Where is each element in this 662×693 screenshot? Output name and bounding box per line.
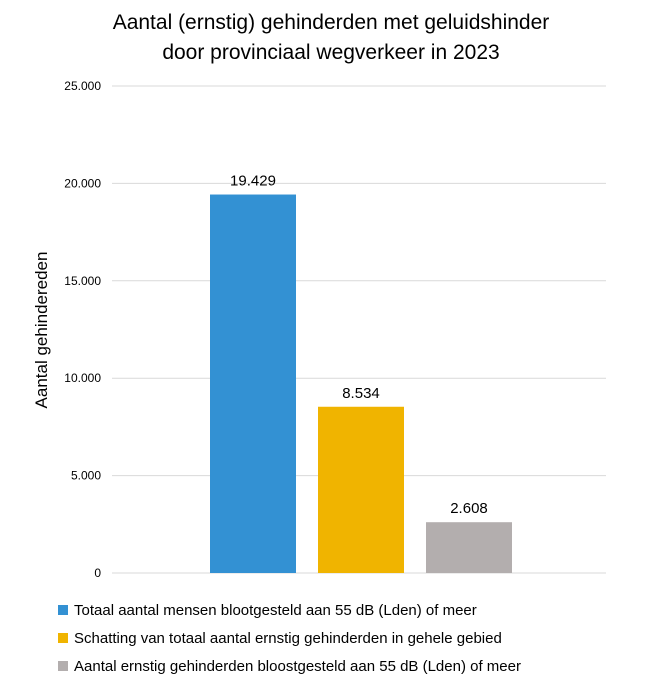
chart-title-line-2: door provinciaal wegverkeer in 2023 [162, 41, 500, 64]
legend-swatch [58, 605, 68, 615]
y-tick-label: 10.000 [64, 371, 101, 385]
y-axis-label: Aantal gehindereden [32, 252, 51, 409]
bar-value-label: 8.534 [342, 385, 380, 402]
bar-2 [318, 406, 404, 573]
chart-title-line-1: Aantal (ernstig) gehinderden met geluids… [112, 11, 550, 34]
y-tick-label: 5.000 [71, 469, 101, 483]
legend-label: Totaal aantal mensen blootgesteld aan 55… [74, 601, 477, 619]
legend-item: Totaal aantal mensen blootgesteld aan 55… [58, 596, 521, 624]
bar-1 [210, 194, 296, 574]
chart-title: Aantal (ernstig) gehinderden met geluids… [0, 8, 662, 68]
legend-label: Schatting van totaal aantal ernstig gehi… [74, 629, 502, 647]
y-tick-label: 25.000 [64, 79, 101, 93]
bar-chart: 0 5.000 10.000 15.000 20.000 25.000 Aantal ge… [32, 79, 606, 580]
y-tick-label: 15.000 [64, 274, 101, 288]
legend-item: Schatting van totaal aantal ernstig gehi… [58, 624, 521, 652]
y-tick-label: 0 [94, 566, 101, 580]
y-tick-label: 20.000 [64, 176, 101, 190]
legend-swatch [58, 661, 68, 671]
legend-item: Aantal ernstig gehinderden bloostgesteld… [58, 652, 521, 680]
legend-swatch [58, 633, 68, 643]
bars [210, 194, 512, 574]
bar-3 [426, 522, 512, 573]
legend-label: Aantal ernstig gehinderden bloostgesteld… [74, 657, 521, 675]
bar-value-label: 2.608 [450, 500, 488, 517]
bar-value-label: 19.429 [230, 173, 276, 190]
y-axis-ticks: 0 5.000 10.000 15.000 20.000 25.000 [64, 79, 101, 580]
legend: Totaal aantal mensen blootgesteld aan 55… [58, 596, 521, 680]
bar-value-labels: 19.429 8.534 2.608 [230, 173, 488, 518]
